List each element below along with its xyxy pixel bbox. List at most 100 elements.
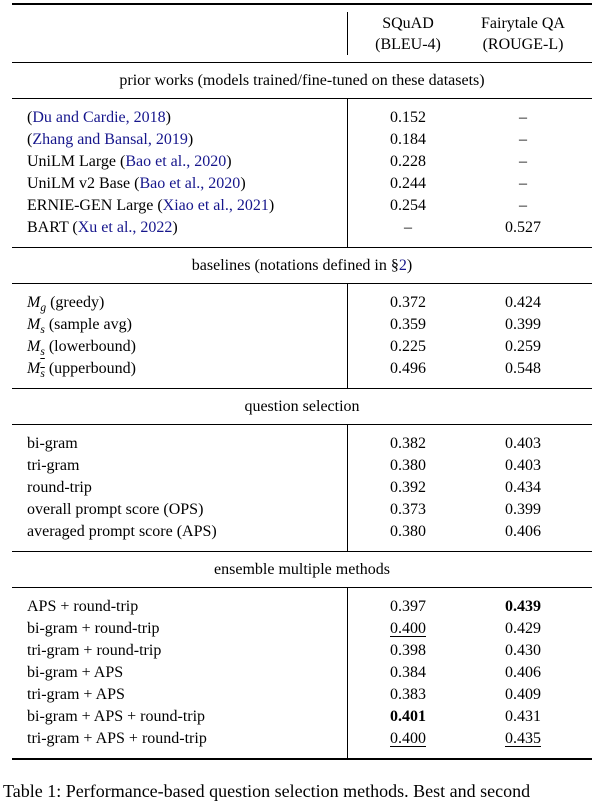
math-subscript: g — [40, 302, 47, 314]
label-text: tri-gram — [27, 457, 80, 474]
fairytale-value: – — [519, 153, 527, 170]
section-rule — [12, 247, 592, 248]
fairytale-value: 0.435 — [505, 730, 541, 747]
table-row: bi-gram + APS 0.384 0.406 — [0, 662, 604, 684]
row-label: (Zhang and Bansal, 2019) — [27, 129, 193, 151]
row-label: averaged prompt score (APS) — [27, 521, 217, 543]
row-label: ERNIE-GEN Large (Xiao et al., 2021) — [27, 195, 274, 217]
column-header-squad-name: SQuAD — [382, 14, 434, 32]
row-label: UniLM v2 Base (Bao et al., 2020) — [27, 173, 246, 195]
squad-value: 0.496 — [390, 360, 426, 377]
table-row: bi-gram 0.382 0.403 — [0, 433, 604, 455]
column-divider-line — [347, 284, 349, 388]
label-text: BART ( — [27, 219, 78, 236]
row-label: UniLM Large (Bao et al., 2020) — [27, 151, 232, 173]
column-header-fairytale-metric: (ROUGE-L) — [482, 35, 564, 53]
squad-value: 0.383 — [390, 686, 426, 703]
section-header-band: baselines (notations defined in §2) — [0, 248, 604, 283]
fairytale-value: 0.439 — [505, 598, 541, 615]
label-text: (greedy) — [46, 294, 105, 311]
fairytale-value: – — [519, 175, 527, 192]
table-bottom-rule — [12, 758, 592, 760]
table-top-rule — [12, 3, 592, 5]
row-label: overall prompt score (OPS) — [27, 499, 203, 521]
squad-value: 0.398 — [390, 642, 426, 659]
table-row: bi-gram + APS + round-trip 0.401 0.431 — [0, 706, 604, 728]
label-text: question selection — [244, 397, 360, 415]
section-data-block: Mg (greedy) 0.372 0.424 Ms (sample avg) 0.35… — [0, 284, 604, 388]
row-label: bi-gram + APS — [27, 662, 123, 684]
column-divider-line — [347, 425, 349, 551]
citation-link[interactable]: 2 — [398, 256, 407, 274]
header-bottom-rule — [12, 62, 592, 63]
label-text: tri-gram + round-trip — [27, 642, 162, 659]
section-header-band: prior works (models trained/fine-tuned o… — [0, 63, 604, 98]
column-header-squad: SQuAD (BLEU-4) — [349, 13, 467, 55]
squad-value: 0.380 — [390, 457, 426, 474]
label-text: (upperbound) — [44, 360, 136, 377]
fairytale-value: 0.409 — [505, 686, 541, 703]
section-header-band: question selection — [0, 389, 604, 424]
table-row: bi-gram + round-trip 0.400 0.429 — [0, 618, 604, 640]
table-row: Ms (lowerbound) 0.225 0.259 — [0, 336, 604, 358]
section-title: ensemble multiple methods — [214, 561, 390, 579]
math-subscript-underlined: s — [40, 346, 45, 358]
squad-value: 0.400 — [390, 620, 426, 637]
row-label: (Du and Cardie, 2018) — [27, 107, 171, 129]
table-row: Mg (greedy) 0.372 0.424 — [0, 292, 604, 314]
squad-value: 0.225 — [390, 338, 426, 355]
row-label: tri-gram + APS — [27, 684, 125, 706]
section-rule — [12, 587, 592, 588]
squad-value: 0.400 — [390, 730, 426, 747]
label-text: bi-gram + APS — [27, 664, 124, 681]
math-symbol: M — [27, 360, 41, 377]
label-text: UniLM v2 Base ( — [27, 175, 140, 192]
squad-value: 0.401 — [390, 708, 426, 725]
math-subscript-overlined: s — [40, 368, 45, 380]
squad-value: 0.384 — [390, 664, 426, 681]
label-text: (lowerbound) — [44, 338, 136, 355]
squad-value: 0.392 — [390, 479, 426, 496]
math-subscript: s — [40, 324, 45, 336]
squad-value: 0.397 — [390, 598, 426, 615]
label-text: bi-gram + APS + round-trip — [27, 708, 206, 725]
squad-value: 0.359 — [390, 316, 426, 333]
label-text: ) — [187, 131, 194, 148]
table-row: (Du and Cardie, 2018) 0.152 – — [0, 107, 604, 129]
citation-link[interactable]: Bao et al., 2020 — [125, 153, 227, 170]
row-label: Ms (sample avg) — [27, 314, 132, 341]
section-rule — [12, 388, 592, 389]
fairytale-value: 0.399 — [505, 316, 541, 333]
label-text: (sample avg) — [44, 316, 132, 333]
citation-link[interactable]: Xu et al., 2022 — [77, 219, 173, 236]
fairytale-value: 0.403 — [505, 435, 541, 452]
fairytale-value: 0.431 — [505, 708, 541, 725]
label-text: ) — [240, 175, 246, 192]
table-row: Ms (upperbound) 0.496 0.548 — [0, 358, 604, 380]
table-row: tri-gram + APS + round-trip 0.400 0.435 — [0, 728, 604, 750]
label-text: averaged prompt score (APS) — [27, 523, 217, 540]
fairytale-value: 0.399 — [505, 501, 541, 518]
fairytale-value: – — [519, 197, 527, 214]
table-caption: Table 1: Performance-based question sele… — [3, 781, 531, 801]
label-text: tri-gram + APS + round-trip — [27, 730, 207, 747]
row-label: tri-gram — [27, 455, 79, 477]
row-label: Mg (greedy) — [27, 292, 104, 319]
label-text: UniLM Large ( — [27, 153, 126, 170]
section-title: baselines (notations defined in §2) — [192, 257, 412, 275]
fairytale-value: – — [519, 109, 527, 126]
section-rule — [12, 98, 592, 99]
fairytale-value: 0.403 — [505, 457, 541, 474]
label-text: tri-gram + APS — [27, 686, 125, 703]
citation-link[interactable]: Xiao et al., 2021 — [162, 197, 269, 214]
column-divider-line — [347, 99, 349, 247]
label-text: ( — [27, 109, 33, 126]
citation-link[interactable]: Bao et al., 2020 — [139, 175, 241, 192]
table-row: round-trip 0.392 0.434 — [0, 477, 604, 499]
fairytale-value: 0.527 — [505, 219, 541, 236]
citation-link[interactable]: Du and Cardie, 2018 — [32, 109, 166, 126]
squad-value: 0.152 — [390, 109, 426, 126]
math-symbol: M — [27, 316, 41, 333]
citation-link[interactable]: Zhang and Bansal, 2019 — [32, 131, 188, 148]
row-label: bi-gram — [27, 433, 78, 455]
